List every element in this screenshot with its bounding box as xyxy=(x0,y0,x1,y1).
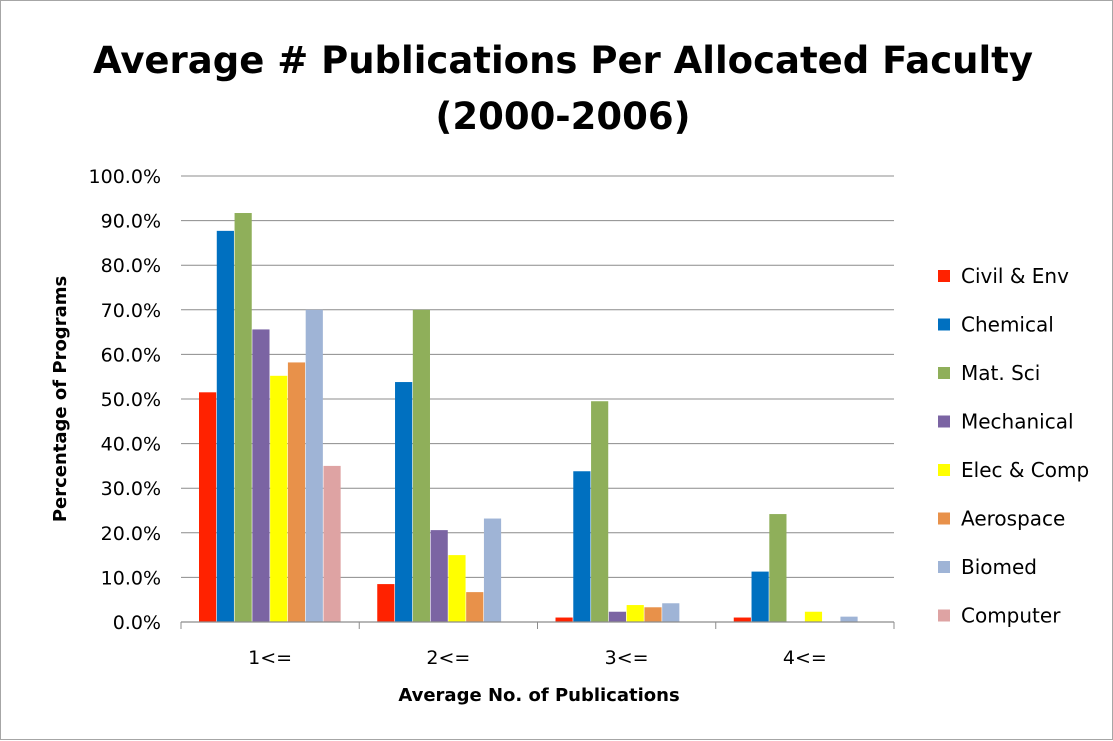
legend-swatch xyxy=(938,561,950,573)
y-tick-label: 0.0% xyxy=(113,612,161,634)
bar-chemical-2 xyxy=(395,382,412,622)
bar-elec-comp-2 xyxy=(448,555,465,622)
legend-label: Aerospace xyxy=(961,507,1065,531)
legend-label: Elec & Comp xyxy=(961,458,1089,482)
bar-civil-env-2 xyxy=(377,584,394,622)
bar-chemical-4 xyxy=(752,572,769,622)
bar-biomed-1 xyxy=(306,310,323,622)
y-axis-ticks: 0.0% 10.0% 20.0% 30.0% 40.0% 50.0% 60.0% 70.0% 8… xyxy=(89,166,161,634)
y-axis-title: Percentage of Programs xyxy=(50,276,71,522)
legend-label: Civil & Env xyxy=(961,264,1069,288)
bar-biomed-4 xyxy=(840,617,857,622)
legend-swatch xyxy=(938,270,950,282)
bar-civil-env-3 xyxy=(556,618,573,622)
y-tick-label: 20.0% xyxy=(101,523,161,545)
x-axis-title: Average No. of Publications xyxy=(398,685,679,706)
bar-civil-env-1 xyxy=(199,392,216,622)
bar-mat-sci-3 xyxy=(591,401,608,622)
legend-label: Biomed xyxy=(961,555,1037,579)
y-tick-label: 90.0% xyxy=(101,211,161,233)
bar-mat-sci-2 xyxy=(413,310,430,622)
x-tick-label: 3<= xyxy=(605,647,649,669)
bar-computer-1 xyxy=(323,466,340,622)
legend-label: Mechanical xyxy=(961,410,1074,434)
bar-elec-comp-4 xyxy=(805,612,822,622)
y-tick-label: 80.0% xyxy=(101,255,161,277)
x-tick-label: 4<= xyxy=(783,647,827,669)
bar-elec-comp-1 xyxy=(270,376,287,622)
y-tick-label: 50.0% xyxy=(101,389,161,411)
bar-chemical-1 xyxy=(217,231,234,622)
bar-mechanical-2 xyxy=(431,530,448,622)
y-tick-label: 40.0% xyxy=(101,434,161,456)
bar-aerospace-1 xyxy=(288,362,305,622)
legend-swatch xyxy=(938,610,950,622)
bar-mechanical-3 xyxy=(609,612,626,622)
y-tick-label: 60.0% xyxy=(101,344,161,366)
y-tick-label: 100.0% xyxy=(89,166,161,188)
legend-swatch xyxy=(938,367,950,379)
bar-elec-comp-3 xyxy=(627,605,644,622)
bar-mat-sci-1 xyxy=(235,213,252,622)
bar-aerospace-3 xyxy=(644,607,661,622)
bar-aerospace-2 xyxy=(466,592,483,622)
legend-swatch xyxy=(938,513,950,525)
bar-biomed-2 xyxy=(484,519,501,622)
legend-label: Chemical xyxy=(961,313,1054,337)
bar-mechanical-1 xyxy=(252,329,269,622)
legend-swatch xyxy=(938,319,950,331)
legend-swatch xyxy=(938,416,950,428)
legend-swatch xyxy=(938,464,950,476)
chart-title-line-1: Average # Publications Per Allocated Fac… xyxy=(93,39,1033,82)
x-axis-ticks: 1<= 2<= 3<= 4<= xyxy=(181,622,894,669)
x-tick-label: 1<= xyxy=(248,647,292,669)
legend-label: Computer xyxy=(961,604,1061,628)
x-tick-label: 2<= xyxy=(426,647,470,669)
y-tick-label: 30.0% xyxy=(101,478,161,500)
bar-civil-env-4 xyxy=(734,618,751,622)
y-tick-label: 70.0% xyxy=(101,300,161,322)
legend-label: Mat. Sci xyxy=(961,361,1040,385)
y-tick-label: 10.0% xyxy=(101,567,161,589)
bar-biomed-3 xyxy=(662,603,679,622)
chart-title-line-2: (2000-2006) xyxy=(435,95,690,138)
bar-chemical-3 xyxy=(573,471,590,622)
bars xyxy=(199,213,858,622)
bar-mat-sci-4 xyxy=(769,514,786,622)
legend: Civil & Env Chemical Mat. Sci Mechanical Ele… xyxy=(938,264,1089,628)
